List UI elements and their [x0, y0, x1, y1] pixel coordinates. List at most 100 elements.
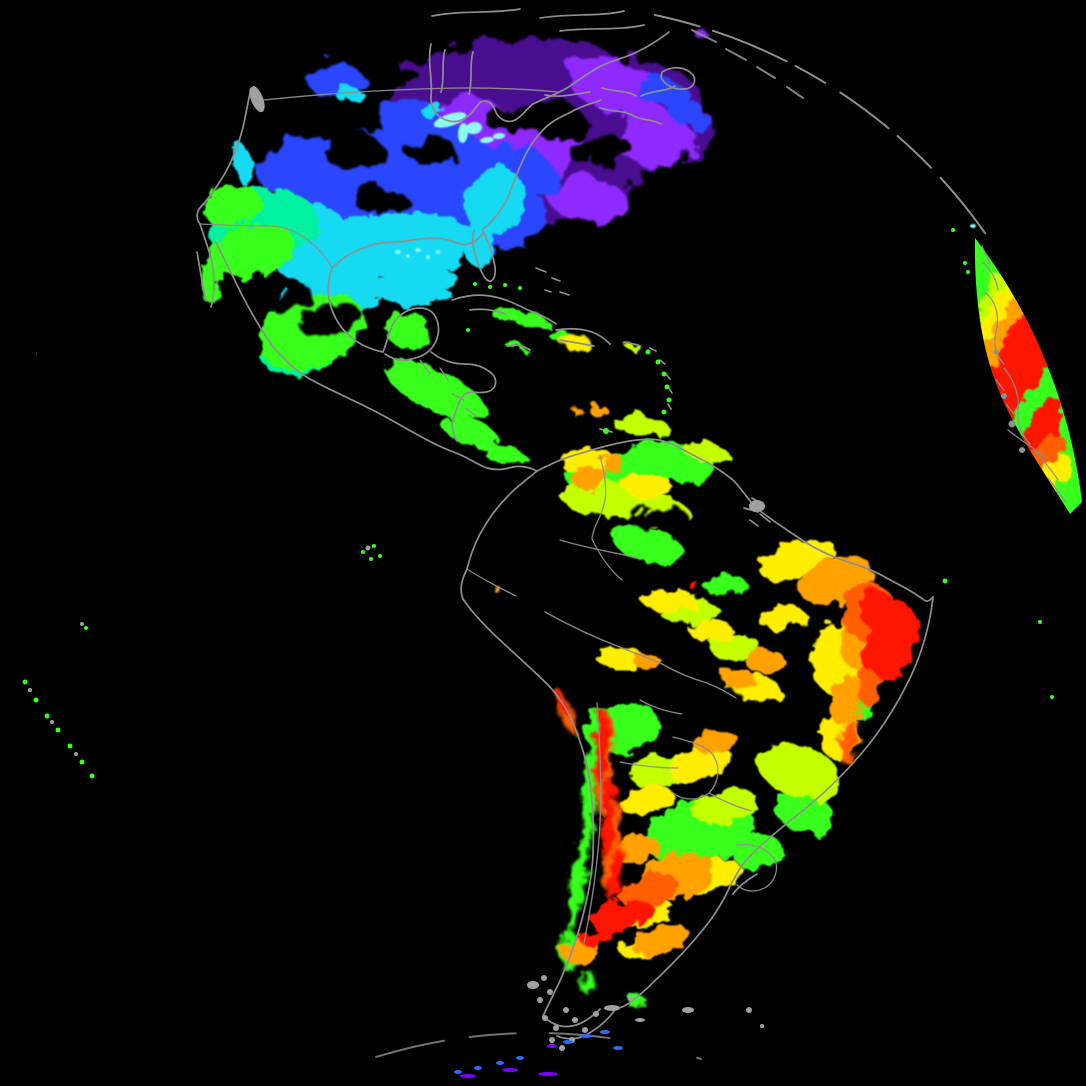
data-blob	[548, 175, 628, 225]
data-blob	[635, 1018, 645, 1022]
data-blob	[537, 997, 543, 1003]
data-blob	[661, 663, 737, 699]
data-blob	[378, 554, 382, 558]
data-blob	[559, 1045, 565, 1051]
data-blob	[601, 778, 615, 858]
data-blob	[672, 105, 708, 125]
border-us-mexico	[199, 223, 333, 269]
data-blob	[591, 454, 607, 540]
ice-gray-specks	[28, 85, 830, 1051]
limb-arcs	[375, 14, 986, 1060]
data-blob	[395, 250, 401, 254]
data-blob	[426, 255, 430, 259]
data-blob	[406, 254, 410, 258]
greenland-limb-dashes	[691, 29, 804, 99]
data-blob	[600, 1030, 610, 1034]
data-blob	[89, 773, 95, 779]
data-blob	[682, 1007, 694, 1013]
data-blob	[473, 282, 477, 286]
data-blob	[829, 674, 863, 726]
data-blob	[617, 112, 693, 168]
coast-brazil-east	[614, 596, 934, 1010]
data-blob	[759, 744, 841, 800]
data-blob	[493, 132, 505, 140]
data-blob	[840, 720, 860, 764]
no-data-gaps	[270, 97, 820, 712]
data-blob	[405, 135, 455, 165]
data-blob	[361, 550, 365, 554]
data-blob	[780, 630, 820, 650]
data-blob	[983, 291, 1005, 365]
data-blob	[547, 1044, 557, 1048]
data-blob	[1008, 420, 1016, 428]
data-blob	[613, 1046, 623, 1050]
crescent-border-clumps	[993, 349, 1025, 453]
data-blob	[80, 622, 84, 626]
data-blob	[544, 611, 663, 665]
data-blob	[55, 727, 61, 733]
data-blob	[572, 1017, 578, 1023]
data-blob	[322, 132, 382, 168]
data-blob	[600, 454, 624, 470]
data-blob	[372, 544, 376, 548]
coast-us-east	[482, 111, 572, 230]
data-blob	[441, 416, 499, 448]
data-blob	[496, 1061, 504, 1065]
data-blob	[609, 848, 623, 904]
data-blob	[637, 77, 693, 113]
data-blob	[760, 1024, 764, 1028]
data-blob	[502, 1068, 518, 1072]
data-blob	[630, 506, 690, 534]
data-blob	[1038, 620, 1042, 624]
data-blob	[336, 87, 364, 103]
data-blob	[466, 568, 517, 597]
data-blob	[603, 428, 609, 434]
data-blob	[981, 245, 1015, 415]
data-blob	[67, 743, 73, 749]
data-blob	[590, 405, 610, 419]
data-blob	[963, 261, 967, 265]
data-blob	[583, 702, 602, 944]
data-blob	[202, 185, 262, 227]
data-blob	[563, 1007, 569, 1013]
data-blob	[538, 1072, 558, 1076]
data-blob	[611, 524, 685, 566]
data-blob	[541, 975, 547, 981]
data-blob	[690, 621, 734, 643]
data-blob	[612, 835, 660, 865]
data-blob	[682, 441, 730, 463]
data-blob	[28, 688, 32, 692]
data-blob	[703, 574, 747, 596]
data-blob	[746, 1007, 752, 1013]
data-blob	[365, 545, 371, 551]
pacific-island-dots	[22, 228, 1054, 779]
data-blob	[966, 270, 970, 274]
data-blob	[942, 578, 948, 584]
crescent-country-borders	[981, 245, 1067, 503]
vancouver-island-gray	[249, 85, 265, 113]
coast-honduras-nicaragua	[430, 351, 497, 442]
data-blob	[433, 112, 467, 128]
data-blob	[22, 679, 28, 685]
data-blob	[689, 582, 699, 590]
data-blob	[542, 1015, 548, 1021]
data-blob	[460, 1074, 476, 1078]
data-blob	[270, 286, 314, 314]
data-blob	[483, 445, 527, 465]
coast-lesser-antilles-dashes	[649, 347, 673, 410]
data-blob	[861, 640, 883, 672]
data-blob	[474, 1066, 482, 1070]
data-blob	[466, 216, 494, 268]
data-blob	[746, 650, 786, 674]
data-blob	[582, 1027, 588, 1033]
data-blob	[749, 500, 765, 512]
data-blob	[33, 697, 39, 703]
coastlines-north-america	[196, 5, 696, 472]
data-blob	[596, 648, 644, 668]
data-blob	[639, 699, 683, 715]
data-blob	[604, 1005, 620, 1011]
coast-rio-de-la-plata	[732, 873, 758, 895]
data-blob	[44, 713, 50, 719]
data-blob	[518, 286, 522, 290]
data-blob	[582, 972, 596, 996]
